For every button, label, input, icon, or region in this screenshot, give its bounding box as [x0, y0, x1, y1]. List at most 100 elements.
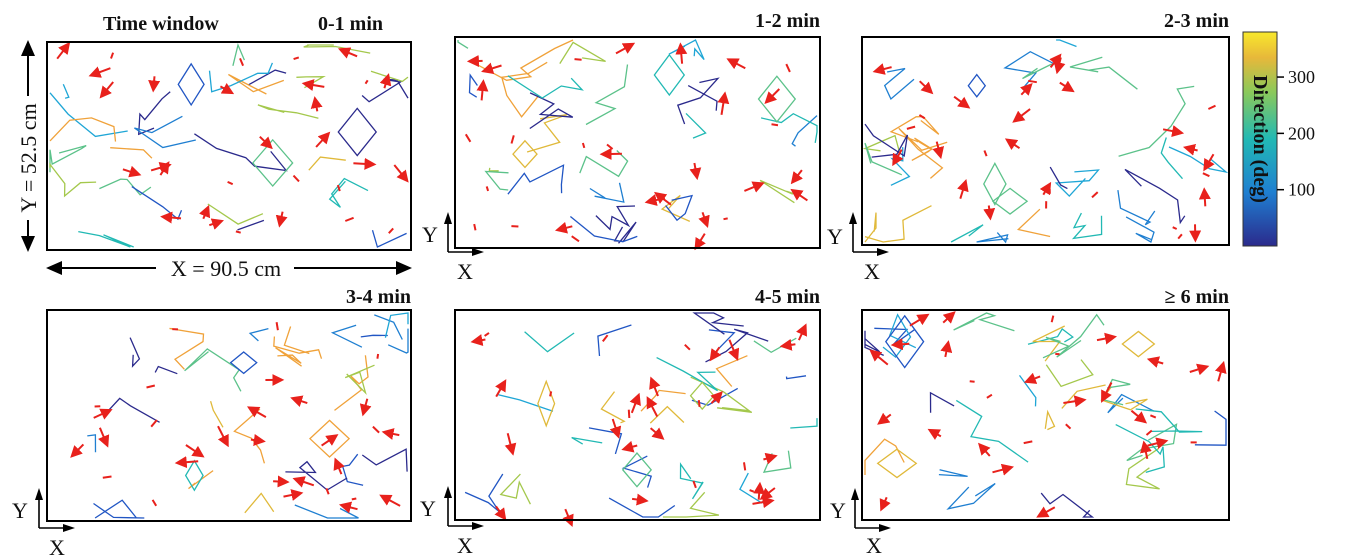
direction-arrow [581, 142, 586, 149]
contour-line [137, 91, 171, 136]
direction-arrow [709, 346, 722, 362]
contour-line [294, 504, 359, 519]
contour-line [1107, 393, 1155, 414]
contour-line [49, 92, 128, 138]
contour-line [662, 491, 720, 518]
direction-arrow [1172, 226, 1178, 230]
contour-line [237, 219, 265, 231]
direction-arrow [93, 408, 113, 420]
direction-arrow [983, 205, 996, 221]
direction-arrow [393, 164, 409, 183]
direction-arrow [796, 323, 808, 341]
direction-arrow [1203, 153, 1215, 172]
contour-line [1061, 384, 1106, 409]
direction-arrow [1130, 409, 1148, 424]
direction-arrow [694, 233, 706, 251]
direction-arrow [1145, 429, 1153, 436]
colorbar-ticks: 100 200 300 [1277, 67, 1315, 200]
contour-line [184, 348, 242, 392]
direction-arrow [1036, 506, 1056, 518]
contour-line [571, 436, 603, 445]
contour-line [507, 164, 565, 195]
direction-arrow [102, 475, 112, 479]
contour-line [330, 324, 363, 348]
contour-line [1003, 50, 1061, 90]
direction-arrow [198, 204, 211, 220]
contour-line [361, 448, 408, 472]
contour-line [49, 117, 117, 142]
direction-arrow [208, 218, 224, 230]
panel-4-5-min: 4-5 min Y X [420, 286, 821, 558]
direction-arrow [942, 311, 956, 324]
contour-line [708, 329, 736, 353]
axis-indicator [444, 486, 484, 530]
direction-arrow [99, 81, 114, 99]
direction-arrow [554, 221, 573, 234]
contour-line [660, 194, 691, 222]
contour-line [676, 77, 720, 125]
dimension-y-label: Y = 52.5 cm [16, 103, 41, 212]
direction-arrow [1039, 181, 1052, 196]
direction-arrow [473, 223, 477, 231]
direction-arrow [763, 452, 778, 465]
contour-line [384, 312, 409, 338]
contour-line [1054, 169, 1100, 198]
direction-arrow [892, 149, 904, 167]
direction-arrow [649, 376, 661, 397]
contour-line [500, 61, 548, 118]
contour-line [1117, 190, 1156, 226]
x-axis-label: X [49, 535, 65, 560]
direction-arrow [310, 96, 323, 112]
plot-frame [46, 41, 412, 251]
contour-line [608, 497, 676, 518]
direction-arrow [157, 161, 170, 176]
direction-arrow [150, 419, 158, 428]
contour-line [1040, 492, 1095, 518]
direction-arrow [273, 475, 290, 488]
contour-line [1044, 409, 1056, 431]
direction-arrow [764, 88, 781, 105]
direction-arrow [684, 343, 691, 351]
direction-arrow [495, 379, 507, 398]
contour-line [1125, 216, 1155, 243]
contour-line [62, 84, 70, 99]
direction-arrow [217, 425, 229, 448]
direction-arrow [1146, 356, 1164, 368]
contour-line [169, 327, 205, 370]
direction-arrow [1177, 233, 1183, 240]
contour-plot [862, 39, 1229, 244]
contour-line [889, 115, 940, 143]
contour-peak [757, 75, 797, 123]
contour-line [1126, 423, 1178, 462]
contour-plot [49, 41, 409, 248]
direction-arrow [464, 133, 472, 143]
contour-line [283, 326, 310, 355]
contour-line [760, 112, 818, 144]
contour-line [273, 336, 323, 359]
panel-title: 3-4 min [346, 286, 411, 308]
contour-line [864, 330, 884, 356]
panel-0-1-min: Time window 0-1 min Y = 52.5 cm X = 90.5… [16, 13, 412, 281]
direction-arrow [1147, 437, 1169, 450]
contour-line [588, 427, 623, 455]
direction-arrow [571, 235, 580, 243]
direction-arrow [692, 480, 697, 489]
contour-plot [457, 39, 818, 251]
direction-arrow [88, 66, 111, 78]
contour-line [1160, 137, 1183, 180]
contour-line [328, 177, 369, 208]
direction-arrow [388, 227, 394, 234]
contour-line [946, 482, 996, 510]
contour-line [344, 364, 375, 396]
contour-line [1118, 85, 1195, 157]
contour-peak [653, 53, 686, 97]
direction-arrow [292, 476, 315, 488]
direction-arrow [160, 211, 182, 224]
direction-arrow [250, 434, 266, 446]
direction-arrow [957, 178, 969, 199]
contour-line [589, 182, 625, 203]
direction-arrow [98, 427, 110, 448]
contour-peak [512, 139, 538, 169]
direction-arrow [654, 191, 672, 206]
